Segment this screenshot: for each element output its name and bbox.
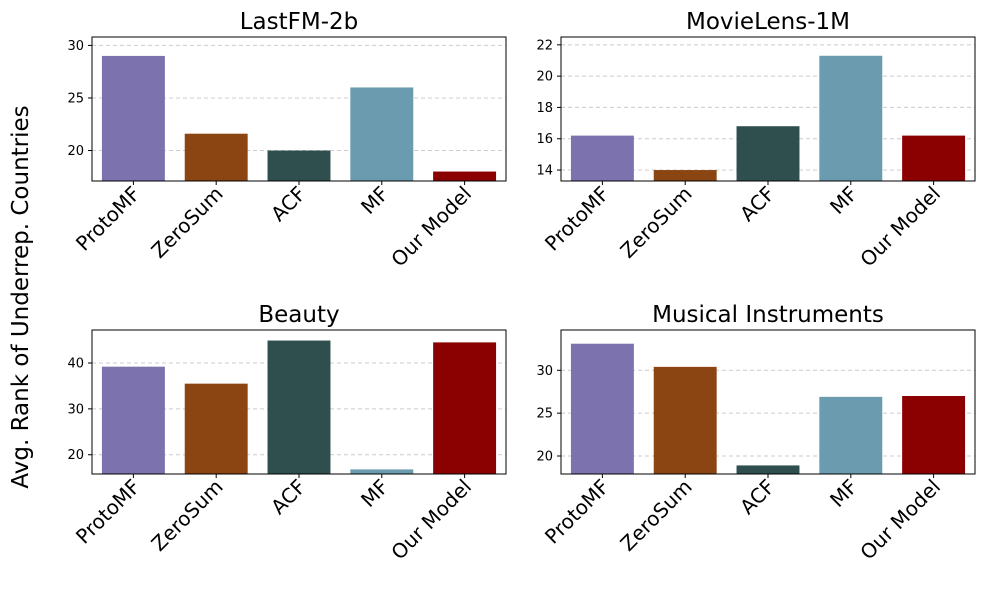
bar-protomf [101, 366, 165, 474]
bar-zerosum [653, 366, 717, 474]
bar-zerosum [184, 133, 248, 181]
y-tick-label: 20 [67, 144, 84, 159]
bar-our-model [902, 135, 966, 181]
x-tick-label: MF [356, 182, 393, 219]
y-tick-label: 30 [67, 39, 84, 54]
x-tick-label: ACF [266, 182, 310, 226]
bar-mf [350, 469, 414, 474]
chart-title: LastFM-2b [240, 9, 359, 35]
bar-acf [267, 340, 331, 474]
x-tick-label: ProtoMF [71, 475, 145, 549]
x-tick-label: ZeroSum [615, 475, 696, 556]
bar-zerosum [184, 383, 248, 474]
x-tick-label: ACF [735, 475, 779, 519]
bar-acf [267, 150, 331, 181]
x-tick-label: MF [825, 475, 862, 512]
x-tick-label: ProtoMF [540, 182, 614, 256]
y-tick-label: 20 [536, 450, 553, 465]
bar-mf [819, 396, 883, 474]
x-tick-label: Our Model [855, 182, 945, 272]
y-tick-label: 25 [67, 91, 84, 106]
bar-acf [736, 126, 800, 181]
bar-our-model [902, 396, 966, 474]
y-tick-label: 14 [536, 164, 553, 179]
x-tick-label: Our Model [855, 475, 945, 565]
x-tick-label: ZeroSum [146, 182, 227, 263]
x-tick-label: ZeroSum [146, 475, 227, 556]
bar-mf [819, 55, 883, 181]
bar-acf [736, 465, 800, 474]
chart-title: Beauty [258, 302, 339, 328]
x-tick-label: ACF [266, 475, 310, 519]
bar-protomf [570, 135, 634, 181]
y-tick-label: 16 [536, 132, 553, 147]
y-tick-label: 30 [536, 364, 553, 379]
x-tick-label: MF [356, 475, 393, 512]
x-tick-label: ACF [735, 182, 779, 226]
bar-zerosum [653, 170, 717, 181]
bar-our-model [433, 342, 497, 474]
y-tick-label: 22 [536, 38, 553, 53]
y-tick-label: 20 [536, 70, 553, 85]
x-tick-label: ProtoMF [540, 475, 614, 549]
y-tick-label: 30 [67, 402, 84, 417]
x-tick-label: MF [825, 182, 862, 219]
x-tick-label: ProtoMF [71, 182, 145, 256]
x-tick-label: Our Model [386, 182, 476, 272]
bar-our-model [433, 171, 497, 181]
bar-protomf [101, 55, 165, 181]
chart-title: MovieLens-1M [686, 9, 850, 35]
y-tick-label: 40 [67, 357, 84, 372]
x-tick-label: ZeroSum [615, 182, 696, 263]
bar-mf [350, 87, 414, 181]
x-tick-label: Our Model [386, 475, 476, 565]
y-tick-label: 20 [67, 448, 84, 463]
chart-title: Musical Instruments [652, 302, 884, 328]
y-tick-label: 25 [536, 407, 553, 422]
global-y-axis-label: Avg. Rank of Underrep. Countries [8, 105, 34, 488]
bar-protomf [570, 343, 634, 474]
y-tick-label: 18 [536, 101, 553, 116]
